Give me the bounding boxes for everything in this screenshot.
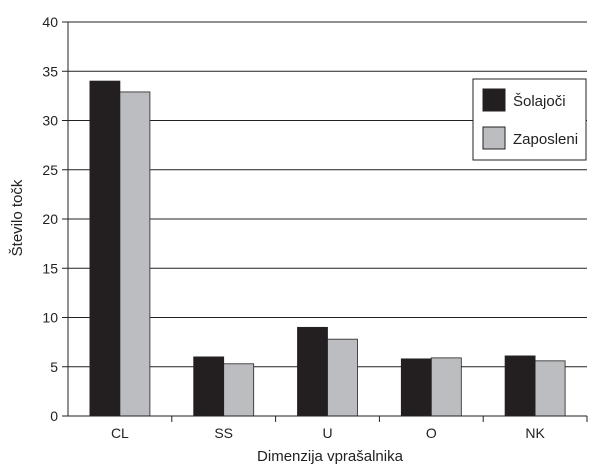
legend-label-zaposleni: Zaposleni (513, 131, 578, 148)
x-tick-label: NK (525, 425, 545, 441)
y-tick-label: 15 (42, 260, 58, 276)
x-axis-title: Dimenzija vprašalnika (257, 448, 404, 465)
y-axis-title: Število točk (9, 179, 26, 256)
bar-ss-zaposleni (223, 363, 255, 417)
y-tick-label: 25 (42, 162, 58, 178)
y-tick-label: 30 (42, 113, 58, 129)
bar-nk-solajoci (504, 355, 536, 417)
bar-o-zaposleni (430, 357, 462, 417)
y-tick-label: 10 (42, 310, 58, 326)
bar-ss-solajoci (193, 356, 225, 417)
x-tick-label: SS (214, 425, 233, 441)
bars (89, 80, 566, 417)
x-tick-labels: CL SS U O NK (111, 425, 546, 441)
y-tick-label: 35 (42, 63, 58, 79)
y-tick-label: 40 (42, 14, 58, 30)
legend-swatch-zaposleni (482, 126, 506, 150)
bar-o-solajoci (400, 358, 432, 417)
bar-nk-zaposleni (534, 360, 566, 417)
legend-swatch-solajoci (482, 88, 506, 112)
legend: Šolajoči Zaposleni (472, 78, 587, 161)
legend-label-solajoci: Šolajoči (513, 93, 566, 110)
x-tick-label: O (426, 425, 437, 441)
y-tick-labels: 0 5 10 15 20 25 30 35 40 (42, 14, 58, 424)
y-tick-label: 5 (50, 359, 58, 375)
bar-u-solajoci (297, 326, 328, 417)
axes (62, 21, 588, 422)
bar-u-zaposleni (327, 338, 358, 417)
x-tick-label: U (322, 425, 332, 441)
bar-cl-solajoci (89, 80, 121, 417)
bar-cl-zaposleni (119, 91, 151, 417)
x-tick-label: CL (111, 425, 129, 441)
gridlines (68, 21, 587, 368)
y-tick-label: 20 (42, 211, 58, 227)
y-tick-label: 0 (50, 408, 58, 424)
